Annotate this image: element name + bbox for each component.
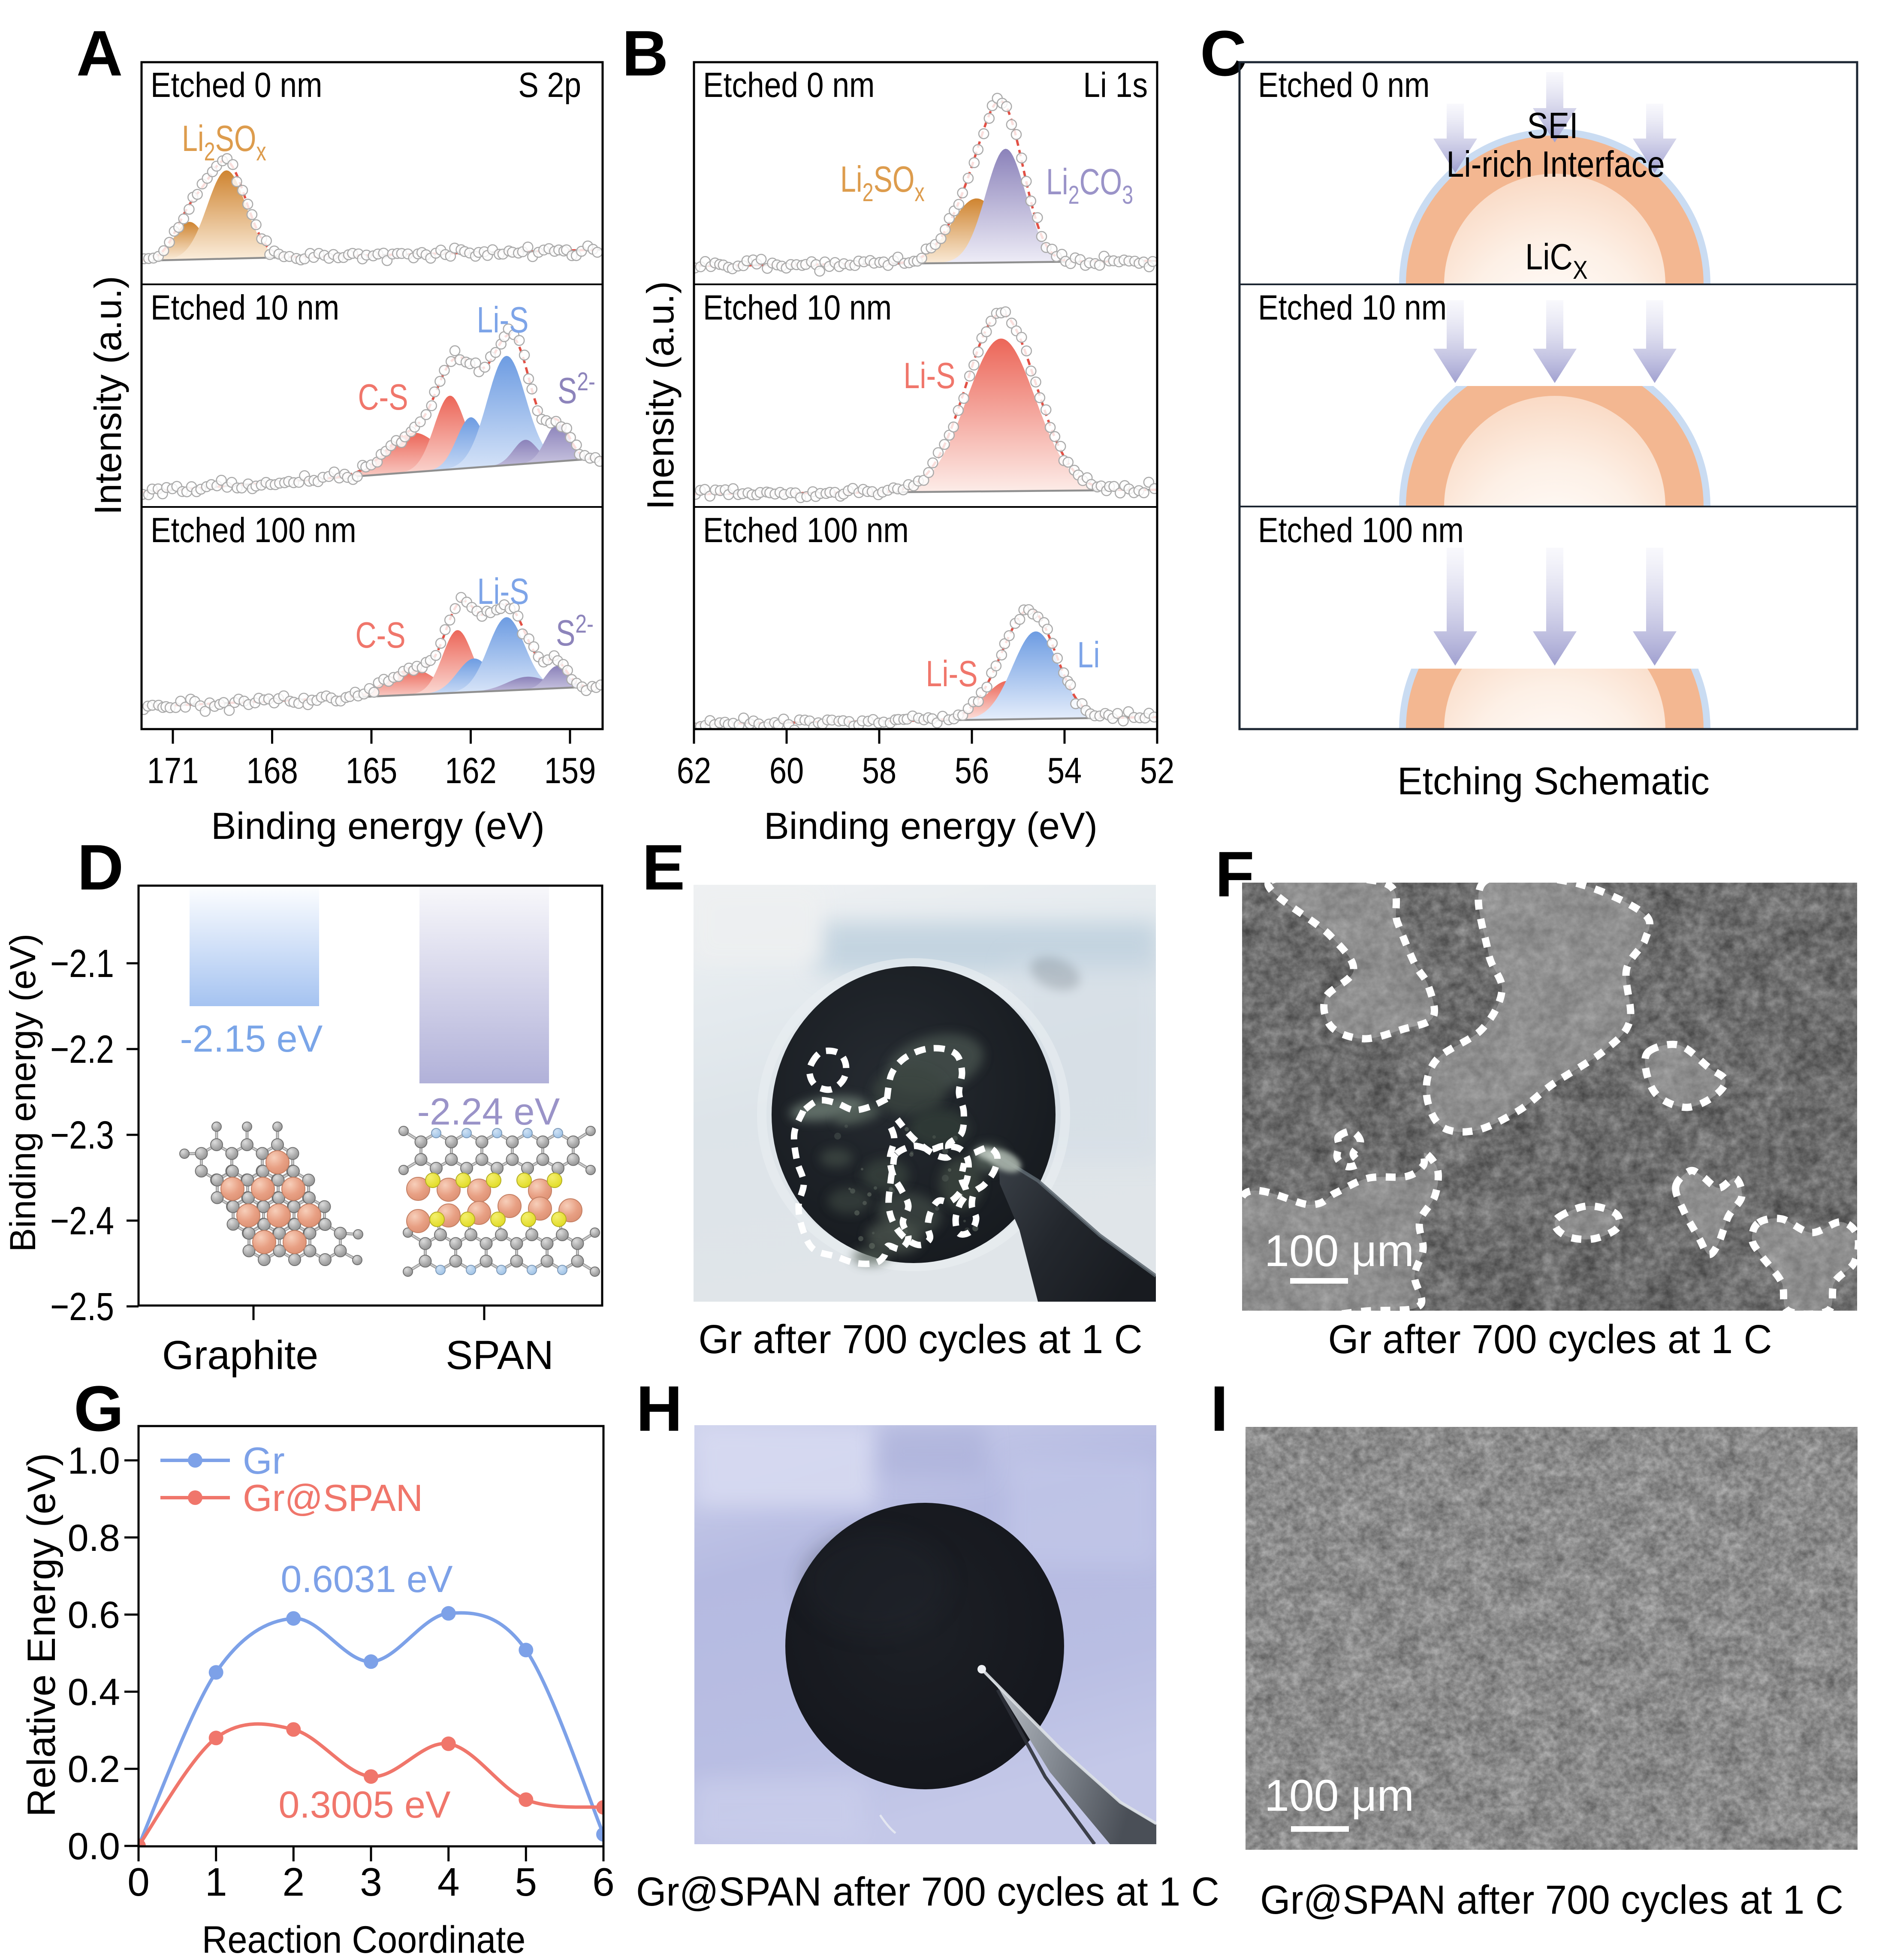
svg-text:Etching Schematic: Etching Schematic	[1397, 760, 1710, 803]
svg-text:Etched 100 nm: Etched 100 nm	[703, 510, 909, 550]
svg-text:Gr@SPAN: Gr@SPAN	[243, 1477, 423, 1519]
svg-text:Li2SOx: Li2SOx	[182, 118, 266, 166]
svg-text:Binding energy (eV): Binding energy (eV)	[3, 934, 43, 1252]
svg-text:6: 6	[592, 1860, 615, 1904]
svg-text:−2.2: −2.2	[50, 1027, 114, 1071]
svg-text:C-S: C-S	[355, 615, 405, 656]
svg-text:SPAN: SPAN	[446, 1333, 554, 1378]
svg-text:168: 168	[246, 750, 298, 791]
svg-text:0: 0	[127, 1860, 150, 1904]
svg-text:0.6: 0.6	[68, 1594, 120, 1636]
svg-text:S 2p: S 2p	[518, 65, 581, 105]
svg-text:Etched 0 nm: Etched 0 nm	[151, 65, 322, 105]
svg-text:3: 3	[360, 1860, 382, 1904]
svg-text:Etched 0 nm: Etched 0 nm	[703, 65, 875, 105]
svg-text:Gr after 700 cycles at 1 C: Gr after 700 cycles at 1 C	[699, 1317, 1143, 1362]
svg-text:165: 165	[346, 750, 398, 791]
svg-text:G: G	[74, 1372, 124, 1444]
svg-text:−2.5: −2.5	[50, 1285, 114, 1329]
svg-text:Li 1s: Li 1s	[1083, 65, 1148, 105]
svg-text:Li: Li	[1077, 635, 1100, 675]
svg-text:Etched 100 nm: Etched 100 nm	[151, 510, 356, 550]
svg-text:Binding energy (eV): Binding energy (eV)	[211, 805, 545, 847]
svg-text:Intensity (a.u.): Intensity (a.u.)	[87, 276, 129, 515]
svg-text:Reaction Coordinate: Reaction Coordinate	[202, 1918, 526, 1960]
svg-text:Graphite: Graphite	[162, 1333, 318, 1378]
svg-text:E: E	[642, 831, 685, 903]
svg-text:Li-S: Li-S	[926, 654, 978, 694]
svg-text:Li-S: Li-S	[477, 300, 529, 341]
svg-text:159: 159	[544, 750, 596, 791]
svg-text:A: A	[76, 17, 123, 89]
svg-text:100 μm: 100 μm	[1264, 1771, 1414, 1821]
svg-text:Etched 10 nm: Etched 10 nm	[1258, 288, 1447, 327]
svg-text:B: B	[622, 17, 668, 89]
svg-text:60: 60	[769, 750, 804, 791]
svg-text:−2.3: −2.3	[50, 1113, 114, 1157]
svg-text:Etched 0 nm: Etched 0 nm	[1258, 65, 1430, 105]
svg-text:-2.24 eV: -2.24 eV	[417, 1090, 560, 1133]
svg-text:Etched 10 nm: Etched 10 nm	[151, 288, 339, 327]
svg-text:0.6031 eV: 0.6031 eV	[280, 1558, 453, 1600]
svg-text:Inensity (a.u.): Inensity (a.u.)	[639, 281, 682, 510]
svg-text:100 μm: 100 μm	[1264, 1226, 1414, 1276]
svg-text:−2.4: −2.4	[50, 1199, 114, 1243]
svg-text:Gr@SPAN after 700 cycles at 1: Gr@SPAN after 700 cycles at 1 C	[1260, 1877, 1843, 1923]
svg-text:Etched 10 nm: Etched 10 nm	[703, 288, 892, 327]
svg-text:Gr: Gr	[243, 1439, 285, 1482]
svg-text:171: 171	[147, 750, 199, 791]
svg-text:0.2: 0.2	[68, 1748, 120, 1790]
svg-text:Li2CO3: Li2CO3	[1046, 162, 1133, 209]
svg-text:Li-rich Interface: Li-rich Interface	[1446, 144, 1665, 184]
svg-text:56: 56	[955, 750, 989, 791]
svg-text:0.0: 0.0	[68, 1825, 120, 1867]
svg-text:2: 2	[282, 1860, 305, 1904]
svg-text:D: D	[77, 831, 124, 903]
svg-text:58: 58	[862, 750, 896, 791]
svg-text:−2.1: −2.1	[50, 941, 114, 986]
svg-text:I: I	[1210, 1372, 1228, 1444]
svg-text:54: 54	[1047, 750, 1082, 791]
svg-text:Binding energy (eV): Binding energy (eV)	[764, 805, 1098, 847]
svg-text:62: 62	[677, 750, 711, 791]
svg-text:Li2SOx: Li2SOx	[840, 159, 925, 207]
svg-text:0.4: 0.4	[68, 1671, 120, 1713]
svg-text:0.8: 0.8	[68, 1517, 120, 1559]
svg-text:1.0: 1.0	[68, 1439, 120, 1482]
svg-text:Gr after 700 cycles at 1 C: Gr after 700 cycles at 1 C	[1328, 1317, 1772, 1362]
svg-text:Etched 100 nm: Etched 100 nm	[1258, 510, 1464, 550]
svg-text:5: 5	[515, 1860, 537, 1904]
svg-text:0.3005 eV: 0.3005 eV	[278, 1783, 451, 1826]
svg-text:SEI: SEI	[1527, 105, 1578, 146]
svg-text:162: 162	[445, 750, 497, 791]
svg-text:1: 1	[205, 1860, 227, 1904]
svg-text:C-S: C-S	[358, 377, 408, 418]
svg-text:H: H	[636, 1372, 682, 1444]
svg-text:Li-S: Li-S	[477, 571, 529, 612]
svg-text:-2.15 eV: -2.15 eV	[180, 1017, 323, 1060]
svg-text:Li-S: Li-S	[904, 356, 956, 396]
svg-text:4: 4	[437, 1860, 460, 1904]
svg-text:52: 52	[1140, 750, 1174, 791]
svg-text:Relative Energy (eV): Relative Energy (eV)	[20, 1453, 63, 1817]
svg-text:Gr@SPAN after 700 cycles at 1: Gr@SPAN after 700 cycles at 1 C	[636, 1869, 1219, 1915]
